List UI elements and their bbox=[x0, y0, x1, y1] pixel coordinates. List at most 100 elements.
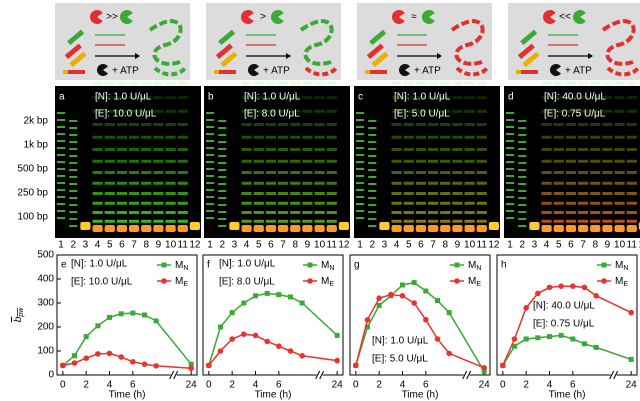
marker bbox=[95, 323, 101, 329]
gel-band bbox=[553, 96, 564, 99]
marker bbox=[241, 331, 247, 338]
gel-band bbox=[278, 81, 289, 85]
gel-band bbox=[578, 96, 589, 99]
lane-label: 3 bbox=[83, 240, 89, 251]
gel-band bbox=[265, 81, 276, 85]
atp-enzyme bbox=[399, 64, 410, 76]
marker bbox=[558, 332, 564, 338]
marker bbox=[446, 310, 452, 316]
gel-band bbox=[602, 109, 613, 113]
marker bbox=[130, 310, 136, 316]
gel-band bbox=[452, 159, 463, 163]
green-enzyme bbox=[573, 10, 586, 24]
ladder-band bbox=[57, 161, 66, 163]
gel-band bbox=[116, 181, 127, 185]
gel-band bbox=[241, 123, 252, 126]
gel-band bbox=[290, 123, 301, 126]
ladder-band bbox=[206, 140, 215, 142]
atp: + ATP bbox=[112, 66, 139, 77]
gel-band bbox=[92, 109, 103, 113]
gel-band bbox=[391, 148, 402, 151]
lane-label: 2 bbox=[369, 240, 375, 251]
marker bbox=[229, 336, 235, 342]
gel-band bbox=[165, 181, 176, 185]
dna-coil bbox=[455, 66, 489, 77]
gel-band bbox=[92, 171, 103, 174]
ladder-band bbox=[518, 155, 527, 157]
gel-band bbox=[590, 181, 601, 185]
legend-marker bbox=[307, 278, 313, 284]
gel-band bbox=[326, 192, 337, 195]
gel-band bbox=[253, 81, 264, 85]
gel-band bbox=[278, 219, 289, 223]
dna-block bbox=[365, 70, 387, 74]
gel-band bbox=[440, 159, 451, 163]
gel-band bbox=[253, 109, 264, 113]
dna-block bbox=[517, 43, 535, 59]
ladder-band bbox=[69, 169, 78, 171]
gel-band bbox=[541, 109, 552, 113]
gel-band bbox=[590, 159, 601, 163]
marker-band bbox=[80, 222, 91, 230]
gel-band bbox=[614, 211, 625, 214]
gel-panel-label: a bbox=[59, 92, 65, 103]
dna-block bbox=[63, 70, 68, 74]
marker bbox=[446, 350, 452, 357]
gel-band bbox=[415, 171, 426, 174]
lane-label: 2 bbox=[519, 240, 525, 251]
gel-band bbox=[129, 181, 140, 185]
gel-band bbox=[626, 148, 637, 151]
gel-band bbox=[541, 211, 552, 214]
gel-band bbox=[614, 135, 625, 139]
marker bbox=[399, 293, 406, 299]
gel-band bbox=[116, 148, 127, 151]
gel-band bbox=[241, 148, 252, 151]
gel-band bbox=[153, 219, 164, 223]
ladder-band bbox=[206, 147, 215, 149]
gel-band bbox=[464, 201, 475, 205]
gel-band bbox=[177, 109, 188, 113]
x-axis-label: Time (h) bbox=[549, 390, 586, 401]
gel-band bbox=[626, 81, 637, 85]
ladder-band bbox=[69, 134, 78, 136]
gel-band bbox=[314, 81, 325, 85]
gel-band bbox=[403, 192, 414, 195]
gel-band bbox=[391, 181, 402, 185]
gel-band bbox=[440, 192, 451, 195]
ladder-band bbox=[69, 141, 78, 143]
ladder-band bbox=[368, 127, 377, 129]
legend-marker bbox=[601, 278, 607, 284]
gel-band bbox=[302, 211, 313, 214]
gel-band bbox=[129, 225, 140, 232]
lane-label: 9 bbox=[455, 240, 461, 251]
gel-band bbox=[541, 159, 552, 163]
lane-label: 4 bbox=[244, 240, 250, 251]
legend-label: MN bbox=[175, 260, 188, 272]
arrowhead bbox=[135, 53, 140, 59]
gel-band bbox=[403, 181, 414, 185]
gel-band bbox=[314, 123, 325, 126]
gel-band bbox=[253, 211, 264, 214]
ladder-band bbox=[506, 112, 515, 114]
gel-band bbox=[476, 201, 487, 205]
gel-band bbox=[553, 171, 564, 174]
relation: > bbox=[260, 12, 266, 23]
marker bbox=[435, 298, 440, 304]
dna-block bbox=[371, 51, 389, 68]
gel-band bbox=[302, 192, 313, 195]
gel-band bbox=[614, 159, 625, 163]
marker bbox=[581, 284, 588, 291]
gel-band bbox=[116, 123, 127, 126]
legend-label: ME bbox=[175, 276, 188, 288]
ladder-band bbox=[506, 175, 515, 177]
gel-band bbox=[104, 123, 115, 126]
gel-band bbox=[452, 109, 463, 113]
ladder-band bbox=[368, 148, 377, 150]
marker bbox=[83, 355, 89, 362]
gel-band bbox=[428, 148, 439, 151]
ladder-band bbox=[356, 133, 365, 135]
lane-label: 12 bbox=[189, 240, 201, 251]
gel-band bbox=[626, 211, 637, 214]
gel-band bbox=[590, 135, 601, 139]
ladder-band bbox=[57, 126, 66, 128]
